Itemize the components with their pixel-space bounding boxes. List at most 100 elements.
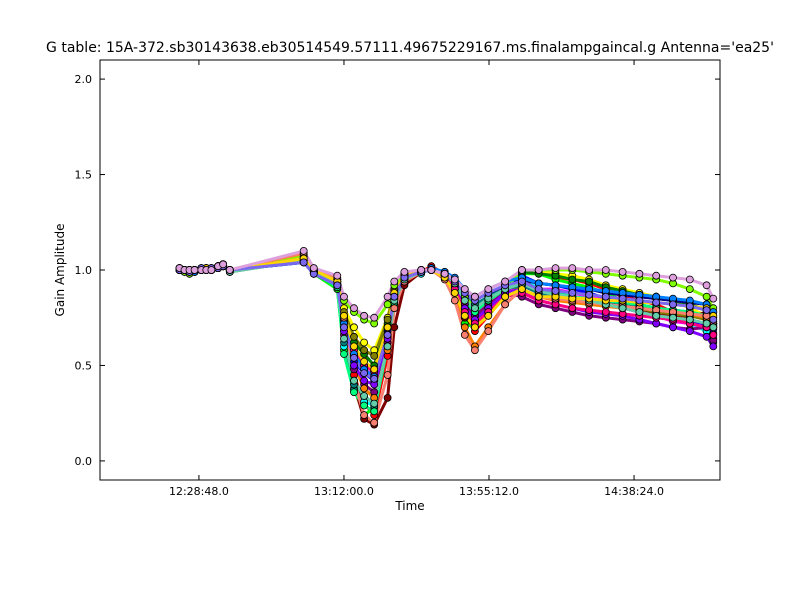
data-point <box>585 266 593 274</box>
x-axis: 12:28:48.0 13:12:00.0 13:55:12.0 14:38:24.0 <box>169 60 664 498</box>
data-point <box>299 258 308 267</box>
data-point <box>350 332 358 341</box>
data-point <box>383 323 392 332</box>
data-point <box>709 323 718 332</box>
data-point <box>390 304 399 313</box>
data-point <box>460 311 469 320</box>
data-point <box>585 277 593 286</box>
data-point <box>460 330 469 339</box>
data-point <box>585 290 593 299</box>
data-point <box>350 323 358 332</box>
data-point <box>551 264 560 273</box>
data-point <box>360 401 369 410</box>
data-point <box>370 365 379 374</box>
data-point <box>383 330 392 339</box>
data-point <box>635 308 644 316</box>
x-tick-label: 14:38:24.0 <box>604 485 664 498</box>
data-point <box>390 292 399 301</box>
data-point <box>340 311 348 320</box>
data-point <box>484 285 493 294</box>
data-point <box>370 313 379 322</box>
data-point <box>669 273 677 282</box>
data-point <box>685 315 694 324</box>
data-point <box>709 342 718 351</box>
data-point <box>383 371 392 379</box>
data-point <box>370 399 379 408</box>
data-point <box>709 330 718 339</box>
data-point <box>370 418 379 427</box>
data-point <box>190 266 199 274</box>
data-point <box>669 300 677 309</box>
data-point <box>568 304 577 313</box>
data-point <box>370 407 379 416</box>
data-point <box>618 294 627 303</box>
x-tick-label: 12:28:48.0 <box>169 485 229 498</box>
data-point <box>685 275 694 284</box>
data-point <box>568 288 577 297</box>
data-point <box>601 308 610 316</box>
data-point <box>299 246 308 255</box>
data-point <box>427 266 436 274</box>
data-point <box>568 264 577 273</box>
data-point <box>207 266 216 274</box>
data-point <box>685 285 694 294</box>
data-point <box>350 304 358 313</box>
data-point <box>450 288 459 297</box>
data-point <box>618 267 627 276</box>
data-point <box>470 323 479 332</box>
data-point <box>383 315 392 324</box>
y-tick-label: 1.5 <box>75 169 93 182</box>
data-point <box>601 292 610 301</box>
data-point <box>225 266 234 274</box>
data-point <box>702 319 711 328</box>
data-point <box>350 376 358 385</box>
data-point <box>702 281 711 290</box>
x-axis-label: Time <box>394 499 424 513</box>
data-point <box>484 327 493 336</box>
data-point <box>340 292 348 301</box>
data-point <box>709 315 718 324</box>
data-point <box>450 296 459 305</box>
data-point <box>460 323 469 332</box>
data-point <box>350 342 358 351</box>
data-point <box>702 306 711 315</box>
marker-layer <box>175 246 718 429</box>
data-point <box>501 292 510 301</box>
data-point <box>669 313 677 322</box>
data-point <box>350 388 358 397</box>
data-point <box>390 323 399 332</box>
data-point <box>360 376 369 385</box>
data-point <box>635 269 644 278</box>
data-point <box>360 346 369 355</box>
data-point <box>618 304 627 313</box>
data-point <box>518 277 526 286</box>
y-tick-label: 1.0 <box>75 264 93 277</box>
data-point <box>417 266 426 274</box>
data-point <box>350 353 358 362</box>
data-point <box>470 304 479 313</box>
data-point <box>702 332 711 341</box>
data-point <box>652 311 661 320</box>
data-point <box>685 302 694 311</box>
data-point <box>350 361 358 370</box>
data-point <box>383 342 392 351</box>
data-point <box>383 300 392 309</box>
data-point <box>370 374 379 383</box>
data-point <box>360 384 369 393</box>
data-point <box>383 292 392 301</box>
data-point <box>333 271 342 280</box>
data-point <box>652 298 661 307</box>
data-point <box>652 271 661 280</box>
data-point <box>534 266 543 274</box>
data-point <box>534 285 543 294</box>
data-point <box>635 296 644 305</box>
data-point <box>501 277 510 286</box>
data-point <box>585 306 593 315</box>
data-point <box>390 277 399 286</box>
data-point <box>360 392 369 400</box>
y-tick-label: 0.0 <box>75 455 93 468</box>
y-axis-label: Gain Amplitude <box>53 224 67 317</box>
data-point <box>568 275 577 284</box>
data-point <box>360 338 369 347</box>
data-point <box>360 357 369 366</box>
